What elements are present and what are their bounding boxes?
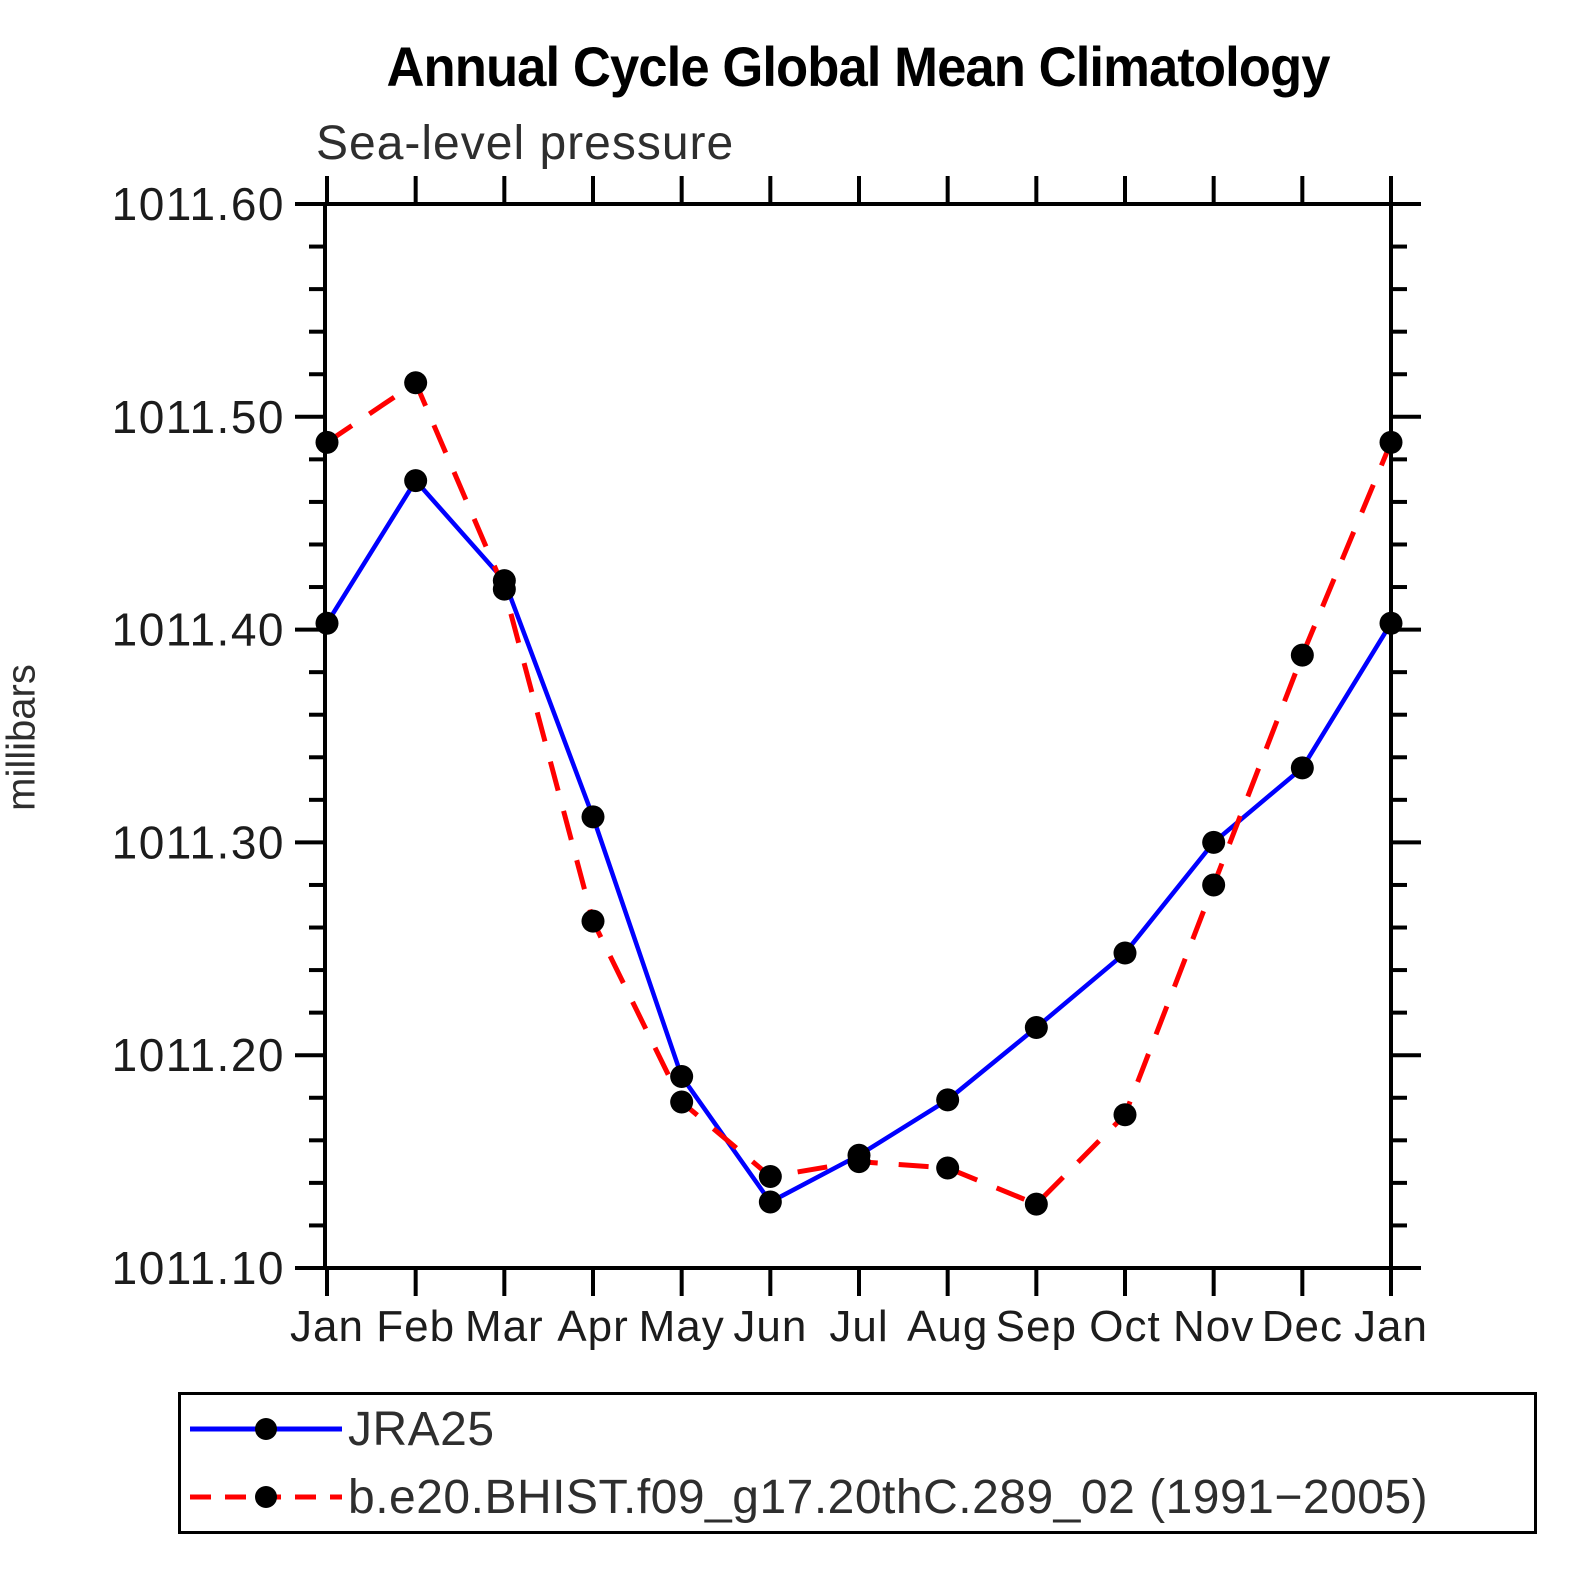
x-axis-tick-label: Jul — [829, 1302, 888, 1351]
x-axis-tick-label: Mar — [465, 1302, 544, 1351]
data-point-marker — [1202, 873, 1226, 897]
data-point-marker — [1290, 643, 1314, 667]
legend-item-jra25: JRA25 — [181, 1397, 1534, 1461]
x-axis-tick-label: Oct — [1089, 1302, 1160, 1351]
x-axis-tick-label: Dec — [1262, 1302, 1343, 1351]
data-point-marker — [1379, 430, 1403, 454]
data-point-marker — [1113, 941, 1137, 965]
y-axis-tick-label: 1011.30 — [112, 816, 285, 868]
data-point-marker — [1113, 1103, 1137, 1127]
legend-line-solid-icon — [190, 1418, 342, 1440]
data-point-marker — [1290, 756, 1314, 780]
legend-label-jra25: JRA25 — [348, 1402, 495, 1456]
x-axis-tick-label: Nov — [1173, 1302, 1254, 1351]
data-point-marker — [847, 1150, 871, 1174]
data-point-marker — [315, 430, 339, 454]
y-axis-tick-label: 1011.20 — [112, 1029, 285, 1081]
legend-label-model: b.e20.BHIST.f09_g17.20thC.289_02 (1991−2… — [348, 1470, 1429, 1524]
data-point-marker — [1202, 830, 1226, 854]
y-axis-tick-label: 1011.50 — [112, 391, 285, 443]
x-axis-tick-label: Jun — [733, 1302, 807, 1351]
x-axis-tick-label: Jan — [1354, 1302, 1428, 1351]
data-point-marker — [758, 1190, 782, 1214]
legend-line-dashed-icon — [190, 1486, 342, 1508]
x-axis-tick-label: Feb — [376, 1302, 455, 1351]
x-axis-tick-label: May — [639, 1302, 725, 1351]
data-point-marker — [936, 1088, 960, 1112]
x-axis-tick-label: Jan — [290, 1302, 364, 1351]
data-point-marker — [758, 1164, 782, 1188]
y-axis-tick-label: 1011.60 — [112, 178, 285, 230]
data-point-marker — [315, 611, 339, 635]
data-point-marker — [581, 805, 605, 829]
x-axis-tick-label: Aug — [907, 1302, 988, 1351]
data-point-marker — [404, 371, 428, 395]
data-point-marker — [670, 1064, 694, 1088]
axis-frame — [323, 202, 1393, 1270]
data-point-marker — [1379, 611, 1403, 635]
data-point-marker — [1024, 1192, 1048, 1216]
data-point-marker — [492, 577, 516, 601]
legend-item-model: b.e20.BHIST.f09_g17.20thC.289_02 (1991−2… — [181, 1465, 1534, 1529]
y-axis-tick-label: 1011.10 — [112, 1242, 285, 1294]
y-axis-tick-label: 1011.40 — [112, 604, 285, 656]
x-axis-tick-label: Apr — [557, 1302, 628, 1351]
legend-box: JRA25 b.e20.BHIST.f09_g17.20thC.289_02 (… — [178, 1392, 1537, 1534]
data-point-marker — [936, 1156, 960, 1180]
series-line-b — [325, 378, 1394, 1208]
chart-subtitle: Sea-level pressure — [316, 117, 735, 170]
data-point-marker — [1024, 1016, 1048, 1040]
data-point-marker — [581, 909, 605, 933]
chart-title: Annual Cycle Global Mean Climatology — [386, 35, 1330, 98]
data-point-marker — [404, 469, 428, 493]
data-point-marker — [670, 1090, 694, 1114]
x-axis-tick-label: Sep — [996, 1302, 1077, 1351]
